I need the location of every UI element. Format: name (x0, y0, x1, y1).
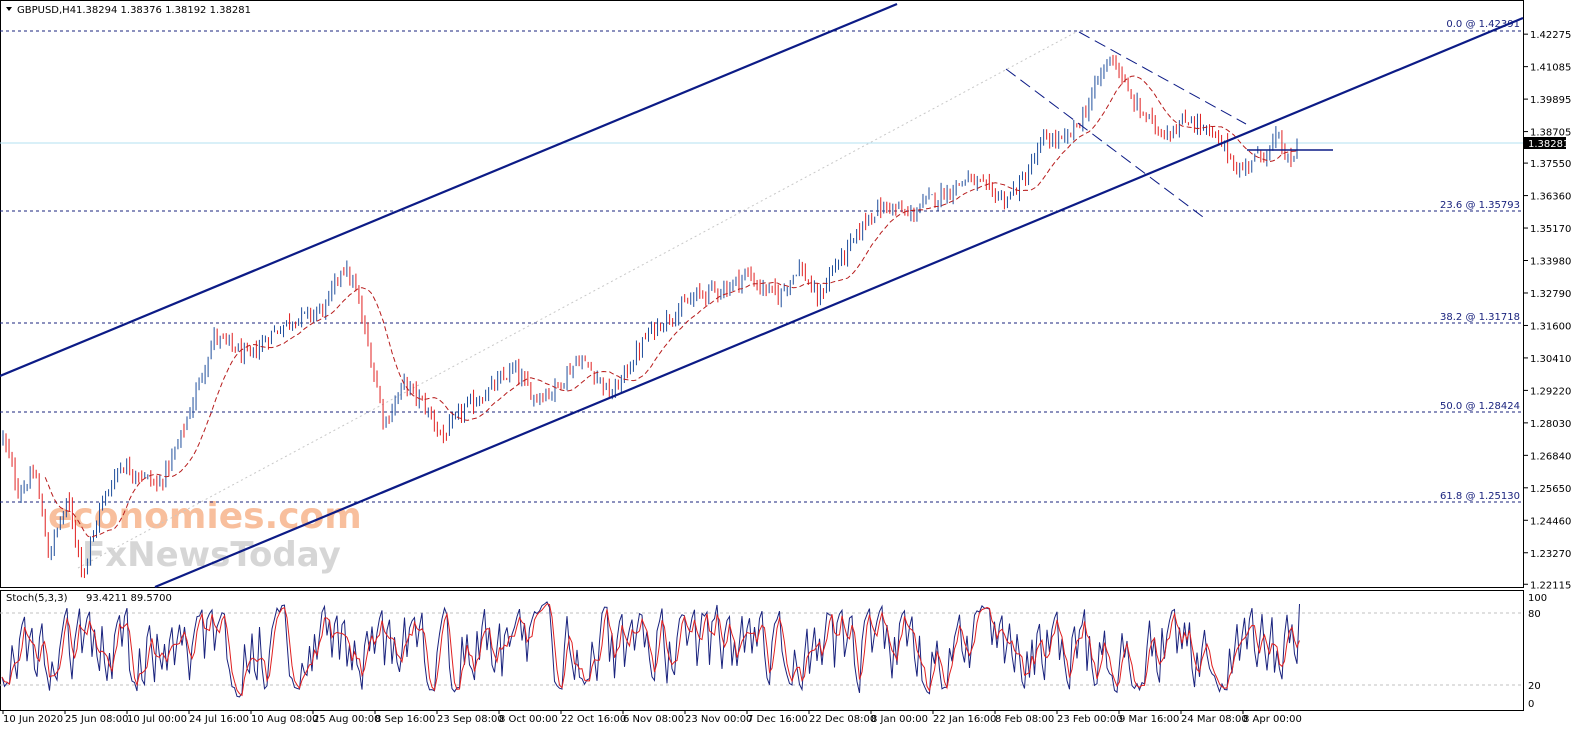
channel-lower-line[interactable] (154, 16, 1524, 589)
fibonacci-levels: 0.0 @ 1.42391 23.6 @ 1.35793 38.2 @ 1.31… (0, 19, 1523, 503)
time-tick-label: 10 Jul 00:00 (127, 714, 187, 725)
time-tick-label: 9 Mar 16:00 (1119, 714, 1179, 725)
price-tick-label: 1.39895 (1530, 95, 1571, 106)
stoch-axis-100: 100 (1528, 593, 1547, 604)
time-tick-label: 24 Jul 16:00 (189, 714, 249, 725)
price-tick-label: 1.22115 (1530, 580, 1571, 591)
time-tick-label: 7 Dec 16:00 (747, 714, 808, 725)
channel-upper-line[interactable] (0, 2, 898, 378)
watermark-line1: economies.com (48, 496, 362, 537)
time-tick-label: 22 Jan 16:00 (933, 714, 996, 725)
price-tick-label: 1.36360 (1530, 192, 1571, 203)
watermark-line2: FxNewsToday (82, 535, 341, 575)
price-tick-label: 1.23270 (1530, 549, 1571, 560)
time-tick-label: 8 Apr 00:00 (1243, 714, 1302, 725)
price-tick-label: 1.25650 (1530, 484, 1571, 495)
ohlc-values: 1.38294 1.38376 1.38192 1.38281 (76, 5, 251, 16)
main-plot-frame (0, 0, 1524, 588)
time-tick-label: 8 Oct 00:00 (499, 714, 558, 725)
price-tick-label: 1.28030 (1530, 419, 1571, 430)
triangle-down-icon[interactable] (6, 7, 12, 11)
price-tick-label: 1.31600 (1530, 321, 1571, 332)
price-tick-label: 1.38705 (1530, 128, 1571, 139)
time-tick-label: 22 Dec 08:00 (809, 714, 876, 725)
price-tick-label: 1.24460 (1530, 516, 1571, 527)
price-tick-label: 1.30410 (1530, 354, 1571, 365)
time-tick-label: 10 Aug 08:00 (251, 714, 318, 725)
stoch-plot-frame (0, 590, 1524, 711)
time-tick-label: 24 Mar 08:00 (1181, 714, 1248, 725)
stoch-values: 93.4211 89.5700 (86, 593, 172, 604)
stoch-main-line (1, 601, 1300, 698)
time-tick-label: 8 Sep 16:00 (375, 714, 435, 725)
fib-label-61-8: 61.8 @ 1.25130 (1440, 491, 1520, 502)
stoch-axis-80: 80 (1528, 609, 1541, 620)
time-tick-label: 23 Sep 08:00 (437, 714, 504, 725)
fib-label-0: 0.0 @ 1.42391 (1446, 19, 1520, 30)
symbol-label: GBPUSD,H4 (17, 5, 76, 16)
candlestick-series (2, 54, 1298, 579)
fib-label-50: 50.0 @ 1.28424 (1440, 401, 1520, 412)
price-axis: 1.42275 1.41085 1.39895 1.38705 1.37550 1.363… (1524, 30, 1571, 591)
current-price-value: 1.38281 (1528, 139, 1569, 150)
chart-header: GBPUSD,H4 1.38294 1.38376 1.38192 1.3828… (6, 5, 251, 16)
price-tick-label: 1.35170 (1530, 224, 1571, 235)
time-tick-label: 22 Oct 16:00 (561, 714, 626, 725)
stochastic-panel: Stoch(5,3,3) 93.4211 89.5700 100 80 20 0 (0, 593, 1547, 710)
price-tick-label: 1.42275 (1530, 30, 1571, 41)
price-tick-label: 1.29220 (1530, 386, 1571, 397)
stoch-params: Stoch(5,3,3) (6, 593, 68, 604)
time-tick-label: 23 Feb 00:00 (1057, 714, 1123, 725)
desc-channel-upper[interactable] (1078, 31, 1247, 125)
desc-channel-lower[interactable] (1005, 68, 1204, 218)
price-tick-label: 1.33980 (1530, 257, 1571, 268)
time-tick-label: 25 Jun 08:00 (65, 714, 129, 725)
time-tick-label: 8 Feb 08:00 (995, 714, 1054, 725)
stoch-axis-20: 20 (1528, 681, 1541, 692)
time-tick-label: 25 Aug 00:00 (313, 714, 380, 725)
fib-baseline (77, 30, 1079, 569)
time-tick-label: 23 Nov 00:00 (685, 714, 752, 725)
stoch-signal-line (1, 603, 1300, 697)
stoch-axis-0: 0 (1528, 699, 1534, 710)
watermark: economies.com FxNewsToday (48, 496, 362, 575)
fib-label-23-6: 23.6 @ 1.35793 (1440, 200, 1520, 211)
price-tick-label: 1.32790 (1530, 289, 1571, 300)
time-tick-label: 8 Jan 00:00 (871, 714, 928, 725)
price-tick-label: 1.41085 (1530, 63, 1571, 74)
time-tick-label: 10 Jun 2020 (3, 714, 63, 725)
current-price-tag: 1.38281 (1524, 137, 1569, 150)
moving-average-line (44, 75, 1298, 538)
fib-label-38-2: 38.2 @ 1.31718 (1440, 312, 1520, 323)
time-tick-label: 6 Nov 08:00 (623, 714, 684, 725)
price-tick-label: 1.37550 (1530, 159, 1571, 170)
price-tick-label: 1.26840 (1530, 451, 1571, 462)
